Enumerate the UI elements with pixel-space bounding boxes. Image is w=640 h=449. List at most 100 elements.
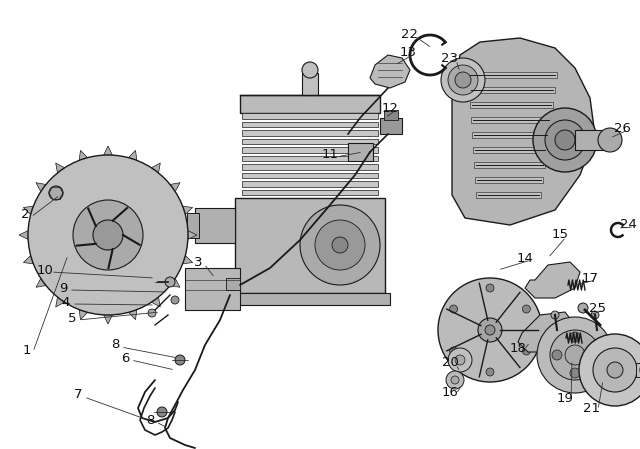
Circle shape bbox=[455, 72, 471, 88]
Bar bbox=[468, 72, 557, 78]
Bar bbox=[473, 147, 547, 153]
Text: 15: 15 bbox=[552, 229, 568, 242]
Polygon shape bbox=[56, 163, 65, 173]
Circle shape bbox=[450, 305, 458, 313]
Polygon shape bbox=[104, 315, 113, 324]
Circle shape bbox=[446, 371, 464, 389]
Circle shape bbox=[555, 130, 575, 150]
Text: 12: 12 bbox=[381, 101, 399, 114]
Circle shape bbox=[593, 348, 637, 392]
Bar bbox=[242, 138, 378, 145]
Text: 17: 17 bbox=[582, 272, 598, 285]
Bar bbox=[302, 73, 318, 95]
Text: 1: 1 bbox=[23, 343, 31, 357]
Circle shape bbox=[598, 128, 622, 152]
Text: 2: 2 bbox=[20, 208, 29, 221]
Text: 8: 8 bbox=[146, 414, 154, 427]
Polygon shape bbox=[56, 297, 65, 307]
Bar bbox=[380, 118, 402, 134]
Circle shape bbox=[607, 362, 623, 378]
Text: 22: 22 bbox=[401, 28, 419, 41]
Circle shape bbox=[522, 347, 531, 355]
Bar bbox=[242, 172, 378, 178]
Circle shape bbox=[332, 237, 348, 253]
Bar bbox=[235, 198, 385, 293]
Text: 4: 4 bbox=[62, 295, 70, 308]
Circle shape bbox=[545, 120, 585, 160]
Bar bbox=[242, 122, 378, 128]
Text: 16: 16 bbox=[442, 386, 458, 399]
Text: 26: 26 bbox=[614, 122, 630, 135]
Bar bbox=[242, 189, 378, 195]
Circle shape bbox=[49, 186, 63, 200]
Text: 25: 25 bbox=[589, 301, 607, 314]
Circle shape bbox=[451, 376, 459, 384]
Bar bbox=[185, 268, 240, 310]
Circle shape bbox=[448, 348, 472, 372]
Polygon shape bbox=[79, 150, 88, 160]
Bar bbox=[230, 293, 390, 305]
Circle shape bbox=[165, 277, 175, 287]
Circle shape bbox=[171, 296, 179, 304]
Circle shape bbox=[570, 332, 580, 342]
Bar bbox=[240, 95, 380, 113]
Bar bbox=[469, 87, 555, 93]
Circle shape bbox=[148, 309, 156, 317]
Circle shape bbox=[485, 325, 495, 335]
Circle shape bbox=[486, 368, 494, 376]
Circle shape bbox=[450, 347, 458, 355]
Text: 24: 24 bbox=[620, 219, 636, 232]
Bar bbox=[226, 278, 240, 290]
Polygon shape bbox=[79, 310, 88, 320]
Polygon shape bbox=[104, 146, 113, 155]
Circle shape bbox=[478, 318, 502, 342]
Circle shape bbox=[533, 108, 597, 172]
Polygon shape bbox=[36, 278, 46, 287]
Circle shape bbox=[570, 368, 580, 378]
Text: 9: 9 bbox=[59, 282, 67, 295]
Bar bbox=[384, 110, 398, 120]
Circle shape bbox=[551, 311, 559, 319]
Circle shape bbox=[28, 155, 188, 315]
Bar bbox=[187, 213, 199, 238]
Circle shape bbox=[552, 350, 562, 360]
Polygon shape bbox=[152, 163, 160, 173]
Circle shape bbox=[537, 317, 613, 393]
Polygon shape bbox=[182, 206, 193, 215]
Circle shape bbox=[93, 220, 123, 250]
Polygon shape bbox=[170, 183, 180, 192]
Bar bbox=[242, 147, 378, 153]
Bar bbox=[242, 155, 378, 162]
Bar bbox=[242, 181, 378, 187]
Text: 11: 11 bbox=[321, 149, 339, 162]
Text: 21: 21 bbox=[584, 401, 600, 414]
Bar bbox=[472, 132, 549, 138]
Text: 6: 6 bbox=[121, 352, 129, 365]
Circle shape bbox=[448, 65, 478, 95]
Polygon shape bbox=[182, 255, 193, 264]
Polygon shape bbox=[36, 183, 46, 192]
Circle shape bbox=[73, 200, 143, 270]
Bar bbox=[636, 363, 640, 377]
Bar bbox=[575, 130, 610, 150]
Circle shape bbox=[455, 355, 465, 365]
Polygon shape bbox=[452, 38, 595, 225]
Circle shape bbox=[578, 303, 588, 313]
Bar bbox=[475, 177, 543, 183]
Circle shape bbox=[591, 311, 599, 319]
Text: 8: 8 bbox=[111, 339, 119, 352]
Text: 19: 19 bbox=[557, 392, 573, 405]
Polygon shape bbox=[518, 312, 575, 352]
Bar bbox=[242, 164, 378, 170]
Polygon shape bbox=[525, 262, 580, 298]
Polygon shape bbox=[129, 310, 137, 320]
Text: 13: 13 bbox=[399, 45, 417, 58]
Polygon shape bbox=[23, 206, 33, 215]
Bar bbox=[348, 143, 373, 161]
Bar bbox=[471, 117, 551, 123]
Text: 18: 18 bbox=[509, 342, 527, 355]
Circle shape bbox=[157, 407, 167, 417]
Text: 3: 3 bbox=[194, 255, 202, 269]
Circle shape bbox=[522, 305, 531, 313]
Text: 20: 20 bbox=[442, 356, 458, 369]
